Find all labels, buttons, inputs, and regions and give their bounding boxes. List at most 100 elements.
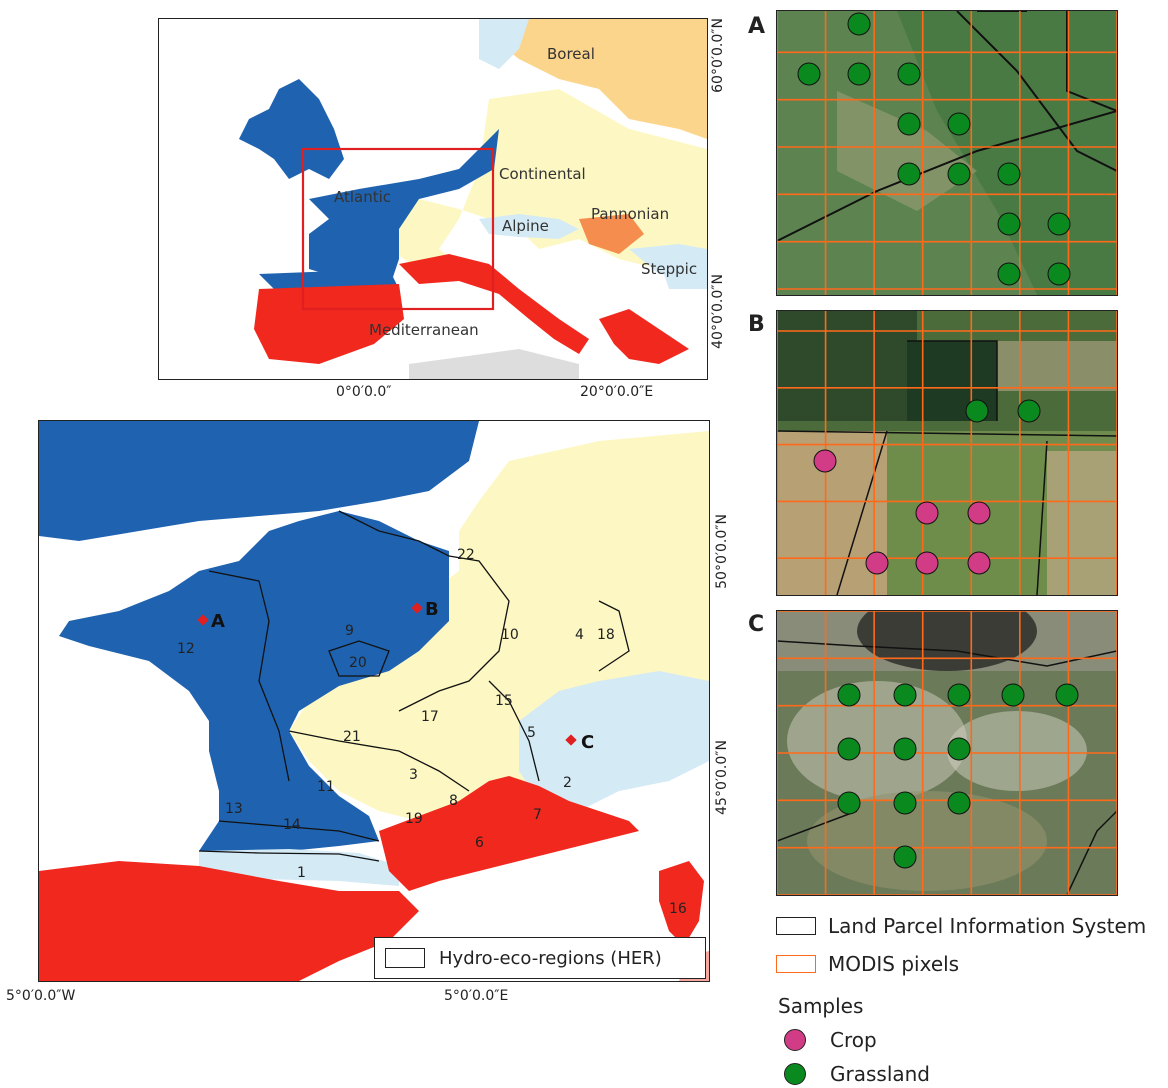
france-map-svg: 22 9 20 10 4 18 12 15 17 21 5 3 2 11 8 7… bbox=[39, 421, 709, 981]
region-label: Boreal bbox=[547, 45, 595, 63]
grassland-sample bbox=[897, 62, 921, 86]
atlantic-britain bbox=[39, 421, 479, 541]
her-number: 16 bbox=[669, 901, 687, 917]
her-number: 8 bbox=[449, 793, 458, 809]
alpine-region bbox=[519, 671, 709, 811]
region-label: Alpine bbox=[502, 217, 549, 235]
region-label: Steppic bbox=[641, 260, 697, 278]
crop-sample bbox=[813, 449, 837, 473]
sample-points bbox=[797, 12, 1071, 286]
grassland-sample bbox=[893, 683, 917, 707]
grassland-label: Grassland bbox=[830, 1062, 930, 1086]
panel-b bbox=[776, 310, 1118, 596]
grassland-sample bbox=[947, 112, 971, 136]
crop-sample bbox=[915, 551, 939, 575]
her-number: 19 bbox=[405, 811, 423, 827]
svg-text:B: B bbox=[425, 599, 439, 620]
crop-sample bbox=[865, 551, 889, 575]
site-marker-c: C bbox=[565, 732, 594, 753]
modis-grid bbox=[777, 311, 1117, 595]
her-number: 3 bbox=[409, 767, 418, 783]
mediterranean-iberia bbox=[254, 284, 404, 364]
legend-grassland: Grassland bbox=[778, 1062, 930, 1086]
sample-points bbox=[837, 683, 1079, 869]
grassland-sample bbox=[965, 399, 989, 423]
panel-a-svg bbox=[777, 11, 1117, 295]
legend-modis: MODIS pixels bbox=[776, 952, 959, 976]
her-number: 12 bbox=[177, 641, 195, 657]
region-label: Pannonian bbox=[591, 205, 669, 223]
panel-letter-c: C bbox=[748, 612, 765, 637]
mediterranean-spain bbox=[39, 861, 419, 981]
her-number: 17 bbox=[421, 709, 439, 725]
grassland-sample bbox=[1055, 683, 1079, 707]
grassland-sample bbox=[897, 162, 921, 186]
panel-a bbox=[776, 10, 1118, 296]
her-number: 9 bbox=[345, 623, 354, 639]
her-number: 18 bbox=[597, 627, 615, 643]
her-number: 20 bbox=[349, 655, 367, 671]
modis-grid bbox=[777, 611, 1117, 895]
grassland-swatch bbox=[784, 1063, 806, 1085]
crop-sample bbox=[967, 551, 991, 575]
her-number: 21 bbox=[343, 729, 361, 745]
her-number: 7 bbox=[533, 807, 542, 823]
europe-map: Boreal Continental Atlantic Alpine Panno… bbox=[158, 18, 708, 380]
boreal-region bbox=[489, 19, 707, 139]
her-number: 11 bbox=[317, 779, 335, 795]
lpis-swatch bbox=[776, 917, 816, 935]
legend-lpis: Land Parcel Information System bbox=[776, 914, 1146, 938]
lon-label: 5°0′0.0″W bbox=[6, 988, 76, 1004]
grassland-sample bbox=[847, 62, 871, 86]
grassland-sample bbox=[893, 737, 917, 761]
crop-swatch bbox=[784, 1029, 806, 1051]
mediterranean-france bbox=[379, 776, 639, 891]
grassland-sample bbox=[897, 112, 921, 136]
steppic-region bbox=[659, 254, 707, 289]
her-legend-swatch bbox=[385, 948, 425, 968]
lon-label: 20°0′0.0″E bbox=[580, 384, 654, 400]
grassland-sample bbox=[997, 262, 1021, 286]
grassland-sample bbox=[1047, 262, 1071, 286]
her-number: 15 bbox=[495, 693, 513, 709]
grassland-sample bbox=[847, 12, 871, 36]
grassland-sample bbox=[1017, 399, 1041, 423]
lpis-label: Land Parcel Information System bbox=[828, 914, 1147, 938]
grassland-sample bbox=[1047, 212, 1071, 236]
her-number: 4 bbox=[575, 627, 584, 643]
france-map: 22 9 20 10 4 18 12 15 17 21 5 3 2 11 8 7… bbox=[38, 420, 710, 982]
alpine-region bbox=[479, 214, 579, 239]
mediterranean-italy bbox=[399, 254, 589, 354]
atlantic-britain bbox=[239, 79, 344, 179]
grassland-sample bbox=[947, 791, 971, 815]
grassland-sample bbox=[1001, 683, 1025, 707]
atlantic-france bbox=[309, 129, 499, 289]
study-extent-box bbox=[301, 147, 495, 311]
svg-text:A: A bbox=[211, 611, 225, 632]
grassland-sample bbox=[837, 791, 861, 815]
site-marker-b: B bbox=[411, 599, 439, 620]
site-marker-a: A bbox=[197, 611, 225, 632]
grassland-sample bbox=[997, 212, 1021, 236]
lat-label: 50°0′0.0″N bbox=[714, 514, 730, 589]
her-number: 10 bbox=[501, 627, 519, 643]
panel-letter-b: B bbox=[748, 312, 765, 337]
region-label: Mediterranean bbox=[369, 321, 479, 339]
legend-crop: Crop bbox=[778, 1028, 877, 1052]
region-label: Continental bbox=[499, 165, 586, 183]
alpine-scandinavia bbox=[479, 19, 529, 69]
grassland-sample bbox=[893, 791, 917, 815]
her-number: 2 bbox=[563, 775, 572, 791]
grassland-sample bbox=[947, 683, 971, 707]
africa-landmass bbox=[409, 349, 579, 379]
her-boundaries bbox=[198, 510, 630, 862]
grassland-sample bbox=[797, 62, 821, 86]
corsica bbox=[659, 861, 704, 946]
panel-b-svg bbox=[777, 311, 1117, 595]
atlantic-france bbox=[59, 511, 449, 856]
sample-points bbox=[813, 399, 1041, 575]
her-number: 14 bbox=[283, 817, 301, 833]
modis-swatch bbox=[776, 955, 816, 973]
crop-sample bbox=[915, 501, 939, 525]
grassland-sample bbox=[837, 683, 861, 707]
